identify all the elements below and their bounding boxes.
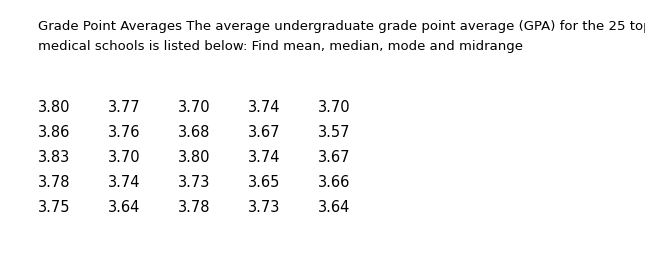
Text: 3.67: 3.67 bbox=[248, 125, 281, 140]
Text: 3.66: 3.66 bbox=[318, 175, 350, 190]
Text: 3.83: 3.83 bbox=[38, 150, 70, 165]
Text: 3.70: 3.70 bbox=[318, 100, 351, 115]
Text: 3.70: 3.70 bbox=[178, 100, 211, 115]
Text: 3.64: 3.64 bbox=[108, 200, 141, 215]
Text: 3.73: 3.73 bbox=[248, 200, 281, 215]
Text: 3.77: 3.77 bbox=[108, 100, 141, 115]
Text: 3.70: 3.70 bbox=[108, 150, 141, 165]
Text: 3.74: 3.74 bbox=[248, 150, 281, 165]
Text: 3.86: 3.86 bbox=[38, 125, 70, 140]
Text: 3.76: 3.76 bbox=[108, 125, 141, 140]
Text: Grade Point Averages The average undergraduate grade point average (GPA) for the: Grade Point Averages The average undergr… bbox=[38, 20, 645, 33]
Text: 3.67: 3.67 bbox=[318, 150, 350, 165]
Text: 3.68: 3.68 bbox=[178, 125, 210, 140]
Text: 3.65: 3.65 bbox=[248, 175, 281, 190]
Text: 3.80: 3.80 bbox=[178, 150, 210, 165]
Text: 3.74: 3.74 bbox=[108, 175, 141, 190]
Text: 3.73: 3.73 bbox=[178, 175, 210, 190]
Text: 3.57: 3.57 bbox=[318, 125, 350, 140]
Text: 3.74: 3.74 bbox=[248, 100, 281, 115]
Text: 3.64: 3.64 bbox=[318, 200, 350, 215]
Text: 3.78: 3.78 bbox=[38, 175, 70, 190]
Text: 3.80: 3.80 bbox=[38, 100, 70, 115]
Text: 3.75: 3.75 bbox=[38, 200, 70, 215]
Text: medical schools is listed below: Find mean, median, mode and midrange: medical schools is listed below: Find me… bbox=[38, 40, 523, 53]
Text: 3.78: 3.78 bbox=[178, 200, 210, 215]
